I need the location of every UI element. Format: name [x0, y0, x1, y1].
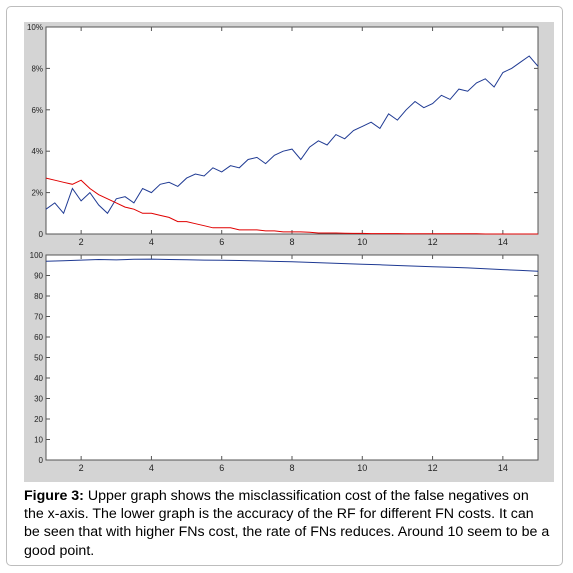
lower-chart-y-tick-label: 30	[34, 395, 43, 404]
caption-text: Upper graph shows the misclassification …	[24, 488, 550, 559]
upper-chart-x-tick-label: 8	[289, 237, 294, 247]
lower-chart-x-tick-label: 4	[149, 463, 154, 473]
lower-chart-y-tick-label: 50	[34, 354, 43, 363]
lower-chart-series-1-line	[45, 258, 539, 272]
lower-chart-y-tick-label: 70	[34, 313, 43, 322]
caption-label: Figure 3:	[24, 488, 84, 504]
lower-chart-x-tick-label: 8	[289, 463, 294, 473]
upper-chart-x-tick-label: 6	[219, 237, 224, 247]
lower-chart-x-tick-label: 10	[357, 463, 367, 473]
lower-chart: 2 4 6 8 10 12 14 0 10 20 30 40 50 60 70 80 90 100	[30, 251, 539, 473]
lower-chart-y-tick-label: 100	[30, 251, 44, 260]
lower-chart-y-tick-label: 10	[34, 436, 43, 445]
figure-area: 2 4 6 8 10 12 14 0 2% 4% 6% 8% 10% 2 4 6 8 10 12 14 0 10 20 30…	[24, 22, 554, 482]
upper-chart-series-2-line	[45, 177, 538, 235]
lower-plot-area	[45, 254, 539, 461]
upper-chart: 2 4 6 8 10 12 14 0 2% 4% 6% 8% 10%	[27, 23, 539, 247]
upper-chart-y-tick-label: 2%	[31, 189, 43, 198]
upper-chart-y-tick-label: 6%	[31, 106, 43, 115]
upper-plot-area	[45, 26, 539, 235]
lower-chart-y-tick-label: 60	[34, 333, 43, 342]
lower-chart-x-tick-label: 2	[79, 463, 84, 473]
lower-chart-y-tick-label: 0	[39, 456, 44, 465]
upper-chart-y-tick-label: 8%	[31, 64, 43, 73]
lower-chart-y-tick-label: 20	[34, 415, 43, 424]
upper-chart-y-tick-label: 4%	[31, 147, 43, 156]
figure-caption: Figure 3: Upper graph shows the misclass…	[24, 487, 552, 560]
upper-chart-series-1-line	[45, 55, 539, 215]
upper-chart-x-tick-label: 2	[79, 237, 84, 247]
lower-chart-y-tick-label: 80	[34, 292, 43, 301]
lower-chart-y-tick-label: 40	[34, 374, 43, 383]
lower-chart-x-tick-label: 14	[498, 463, 508, 473]
upper-chart-x-tick-label: 12	[428, 237, 438, 247]
upper-chart-y-tick-label: 0	[39, 230, 44, 239]
upper-chart-y-tick-label: 10%	[27, 23, 43, 32]
upper-chart-x-tick-label: 4	[149, 237, 154, 247]
lower-chart-x-tick-label: 12	[428, 463, 438, 473]
figure-svg: 2 4 6 8 10 12 14 0 2% 4% 6% 8% 10% 2 4 6 8 10 12 14 0 10 20 30…	[27, 23, 539, 473]
upper-chart-x-tick-label: 14	[498, 237, 508, 247]
lower-chart-y-tick-label: 90	[34, 272, 43, 281]
upper-chart-x-tick-label: 10	[357, 237, 367, 247]
lower-chart-x-tick-label: 6	[219, 463, 224, 473]
